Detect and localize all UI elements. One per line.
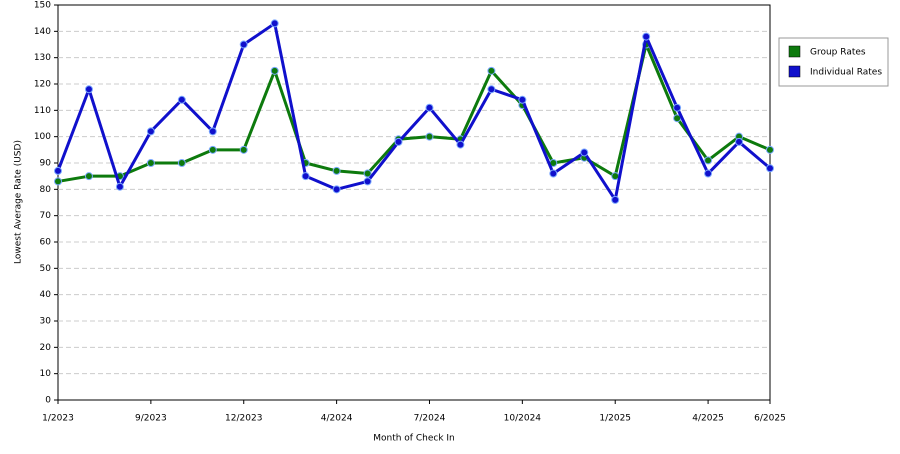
data-point <box>425 132 434 141</box>
x-tick-label: 10/2024 <box>504 414 542 424</box>
data-point <box>487 85 496 94</box>
data-point <box>332 185 341 194</box>
x-tick-label: 1/2025 <box>599 414 631 424</box>
data-point <box>208 145 217 154</box>
y-tick-label: 40 <box>40 290 52 300</box>
y-tick-label: 70 <box>40 211 52 221</box>
y-axis-title: Lowest Average Rate (USD) <box>14 140 24 264</box>
y-tick-label: 120 <box>34 80 51 90</box>
data-point <box>735 137 744 146</box>
data-point <box>146 127 155 136</box>
data-point <box>270 19 279 28</box>
y-tick-label: 140 <box>34 27 51 37</box>
plot-area <box>57 4 771 401</box>
data-point <box>611 195 620 204</box>
data-point <box>84 172 93 181</box>
y-tick-label: 10 <box>40 369 52 379</box>
x-tick-label: 9/2023 <box>135 414 167 424</box>
y-tick-label: 110 <box>34 106 51 116</box>
data-point <box>704 156 713 165</box>
data-point <box>518 95 527 104</box>
y-tick-label: 50 <box>40 264 52 274</box>
y-tick-label: 150 <box>34 1 51 11</box>
legend-box <box>778 37 889 87</box>
data-point <box>146 159 155 167</box>
data-point <box>549 169 558 178</box>
data-point <box>487 66 496 75</box>
data-point <box>394 137 403 146</box>
data-point <box>363 177 372 186</box>
x-tick-label: 6/2025 <box>754 414 786 424</box>
legend-swatch <box>788 45 801 58</box>
data-point <box>54 177 62 186</box>
data-point <box>673 103 682 112</box>
y-tick-label: 90 <box>40 159 52 169</box>
series-line <box>56 21 771 202</box>
data-point <box>580 148 589 157</box>
legend-swatch <box>788 65 801 78</box>
data-point <box>177 159 186 167</box>
y-tick-label: 20 <box>40 343 52 353</box>
legend-label: Individual Rates <box>810 68 882 78</box>
data-point <box>239 145 248 154</box>
y-tick-label: 80 <box>40 185 52 195</box>
data-point <box>456 140 465 149</box>
data-point <box>766 164 774 173</box>
legend-label: Group Rates <box>810 48 866 58</box>
y-tick-label: 60 <box>40 238 52 248</box>
data-point <box>425 103 434 112</box>
y-tick-label: 30 <box>40 317 52 327</box>
y-tick-label: 100 <box>34 132 51 142</box>
y-tick-label: 0 <box>45 396 51 406</box>
data-point <box>332 166 341 175</box>
data-point <box>239 40 248 49</box>
x-tick-label: 12/2023 <box>225 414 262 424</box>
x-tick-label: 1/2023 <box>42 414 74 424</box>
data-point <box>208 127 217 136</box>
y-tick-label: 130 <box>34 53 51 63</box>
data-point <box>363 169 372 178</box>
x-tick-label: 4/2024 <box>321 414 353 424</box>
data-point <box>84 85 93 94</box>
data-point <box>115 182 124 191</box>
x-axis-title: Month of Check In <box>373 434 455 444</box>
data-point <box>611 172 620 181</box>
x-tick-label: 4/2025 <box>692 414 724 424</box>
data-point <box>301 172 310 181</box>
data-point <box>766 145 774 154</box>
data-point <box>177 95 186 104</box>
data-point <box>54 166 62 175</box>
data-point <box>270 66 279 75</box>
data-point <box>704 169 713 178</box>
data-point <box>642 32 651 41</box>
series-line <box>57 43 771 183</box>
x-tick-label: 7/2024 <box>414 414 446 424</box>
